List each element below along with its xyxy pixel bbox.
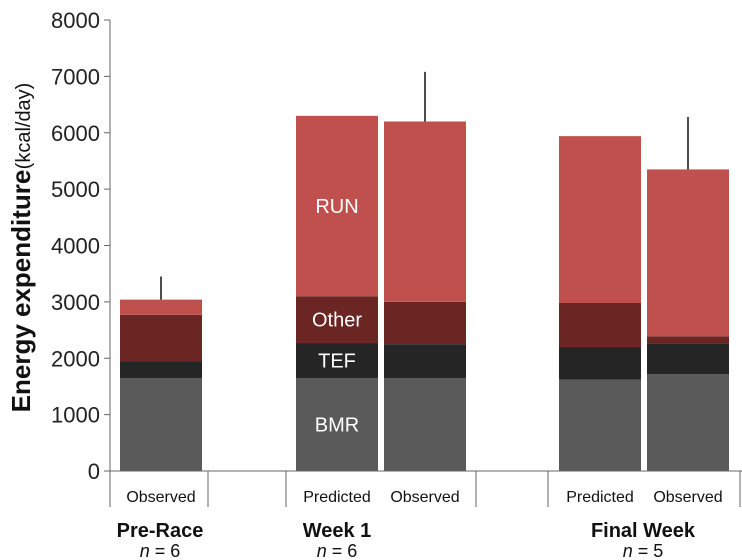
bar-segment-run [296,115,378,297]
y-tick-label: 7000 [51,64,100,89]
bar-segment-bmr [384,377,466,471]
bar-segment-run [647,169,729,337]
bar-segment-other [296,296,378,344]
bar-segment-tef [384,344,466,378]
y-tick-label: 3000 [51,290,100,315]
bar-category-label: Predicted [566,489,634,506]
bar-segment-tef [559,346,641,380]
group-label: Final Week [591,520,696,542]
y-tick-label: 6000 [51,121,100,146]
bar-category-label: Predicted [303,489,371,506]
bar-segment-bmr [120,377,202,471]
y-tick-label: 5000 [51,177,100,202]
y-axis: 0 1000 2000 3000 4000 5000 6000 7000 8000 [51,8,111,484]
segment-labels-layer: BMR TEF Other RUN [312,196,362,436]
x-axis: Observed Predicted Observed Predicted Observ… [109,470,742,560]
y-tick-label: 4000 [51,234,100,259]
group-n-label: n = 6 [140,541,181,560]
n-symbol: n [140,541,150,560]
group-n-label: n = 5 [623,541,664,560]
bar-segment-bmr [647,374,729,471]
segment-label-tef: TEF [318,351,356,373]
bar-segment-bmr [296,377,378,471]
n-symbol: n [317,541,327,560]
bar-segment-other [120,314,202,362]
y-axis-label: Energy expenditure [6,170,36,413]
bar-segment-run [384,121,466,302]
group-label: Pre-Race [117,520,204,542]
bar-category-label: Observed [390,489,459,506]
n-symbol: n [623,541,633,560]
bar-segment-other [384,301,466,345]
error-bars-layer [160,71,689,300]
n-value: = 6 [150,541,181,560]
bars-layer [120,115,729,471]
bar-category-label: Observed [653,489,722,506]
n-value: = 5 [633,541,664,560]
bar-segment-bmr [559,379,641,471]
bar-segment-other [647,336,729,344]
bar-segment-run [120,299,202,315]
y-axis-unit: (kcal/day) [13,83,35,170]
y-tick-label: 2000 [51,346,100,371]
bar-category-label: Observed [126,489,195,506]
group-label: Week 1 [303,520,372,542]
bar-segment-tef [296,343,378,378]
segment-label-run: RUN [315,196,358,218]
bar-segment-run [559,136,641,304]
bar-segment-other [559,303,641,347]
y-tick-label: 1000 [51,403,100,428]
y-tick-label: 0 [88,459,100,484]
segment-label-other: Other [312,310,362,332]
bar-segment-tef [120,361,202,378]
n-value: = 6 [327,541,358,560]
group-n-label: n = 6 [317,541,358,560]
segment-label-bmr: BMR [315,414,359,436]
y-tick-label: 8000 [51,8,100,33]
bar-segment-tef [647,343,729,375]
